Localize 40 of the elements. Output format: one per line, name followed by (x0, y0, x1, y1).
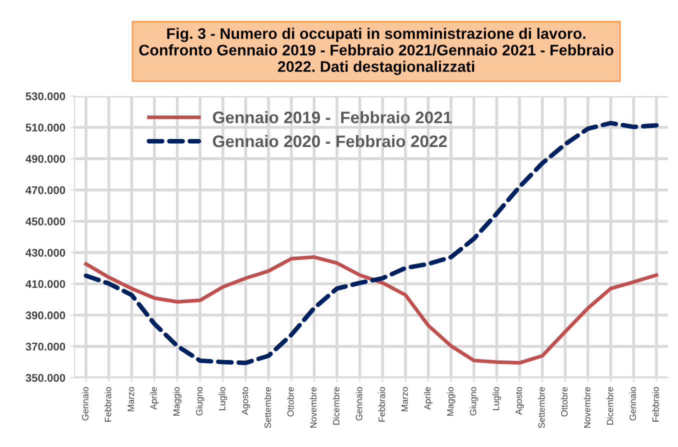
x-tick-label: Febbraio (104, 387, 112, 422)
x-tick-label: Giugno (196, 387, 204, 416)
x-tick-label: Dicembre (606, 387, 614, 425)
y-tick-label: 430.000 (26, 248, 66, 257)
x-tick-label: Ottobre (287, 387, 294, 416)
x-tick-label: Febbraio (652, 387, 659, 422)
y-tick-label: 350.000 (26, 374, 66, 382)
x-tick-label: Gennaio (82, 387, 88, 420)
x-tick-label: Luglio (492, 387, 501, 410)
chart-title: Fig. 3 - Numero di occupati in somministrazione di lavoro. Confronto Gennaio 2019 - Febbraio 2021/Gennaio 2021 - Febbraio 2022. Dati destagionalizzati (139, 28, 614, 76)
x-tick-label: Novembre (310, 387, 317, 428)
y-tick-label: 370.000 (26, 342, 66, 351)
x-tick-label: Settembre (538, 387, 545, 428)
y-tick-label: 410.000 (26, 280, 66, 288)
y-tick-label: 530.000 (26, 92, 66, 100)
legend-label: Gennaio 2020 - Febbraio 2022 (212, 134, 447, 148)
x-tick-label: Marzo (402, 387, 408, 412)
x-tick-label: Aprile (150, 387, 159, 410)
x-tick-label: Dicembre (332, 387, 340, 425)
x-tick-label: Luglio (218, 387, 228, 410)
y-tick-label: 470.000 (26, 186, 66, 194)
x-tick-label: Febbraio (378, 387, 386, 422)
x-tick-label: Gennaio (629, 387, 636, 420)
y-tick-label: 450.000 (26, 218, 66, 226)
x-tick-label: Giugno (470, 387, 478, 416)
x-tick-label: Agosto (516, 387, 524, 415)
x-tick-label: Gennaio (356, 387, 362, 420)
x-tick-label: Marzo (128, 387, 134, 412)
x-tick-label: Ottobre (560, 387, 568, 416)
x-tick-label: Maggio (173, 387, 182, 416)
x-tick-label: Maggio (446, 387, 456, 416)
line-series (84, 255, 658, 365)
y-tick-label: 390.000 (26, 311, 66, 320)
y-tick-label: 510.000 (26, 124, 66, 132)
legend-label: Gennaio 2019 - Febbraio 2021 (212, 111, 452, 124)
x-tick-label: Settembre (264, 387, 271, 428)
x-tick-label: Agosto (242, 387, 250, 415)
x-tick-label: Novembre (584, 387, 590, 428)
x-tick-label: Aprile (424, 387, 432, 410)
y-tick-label: 490.000 (26, 154, 66, 163)
